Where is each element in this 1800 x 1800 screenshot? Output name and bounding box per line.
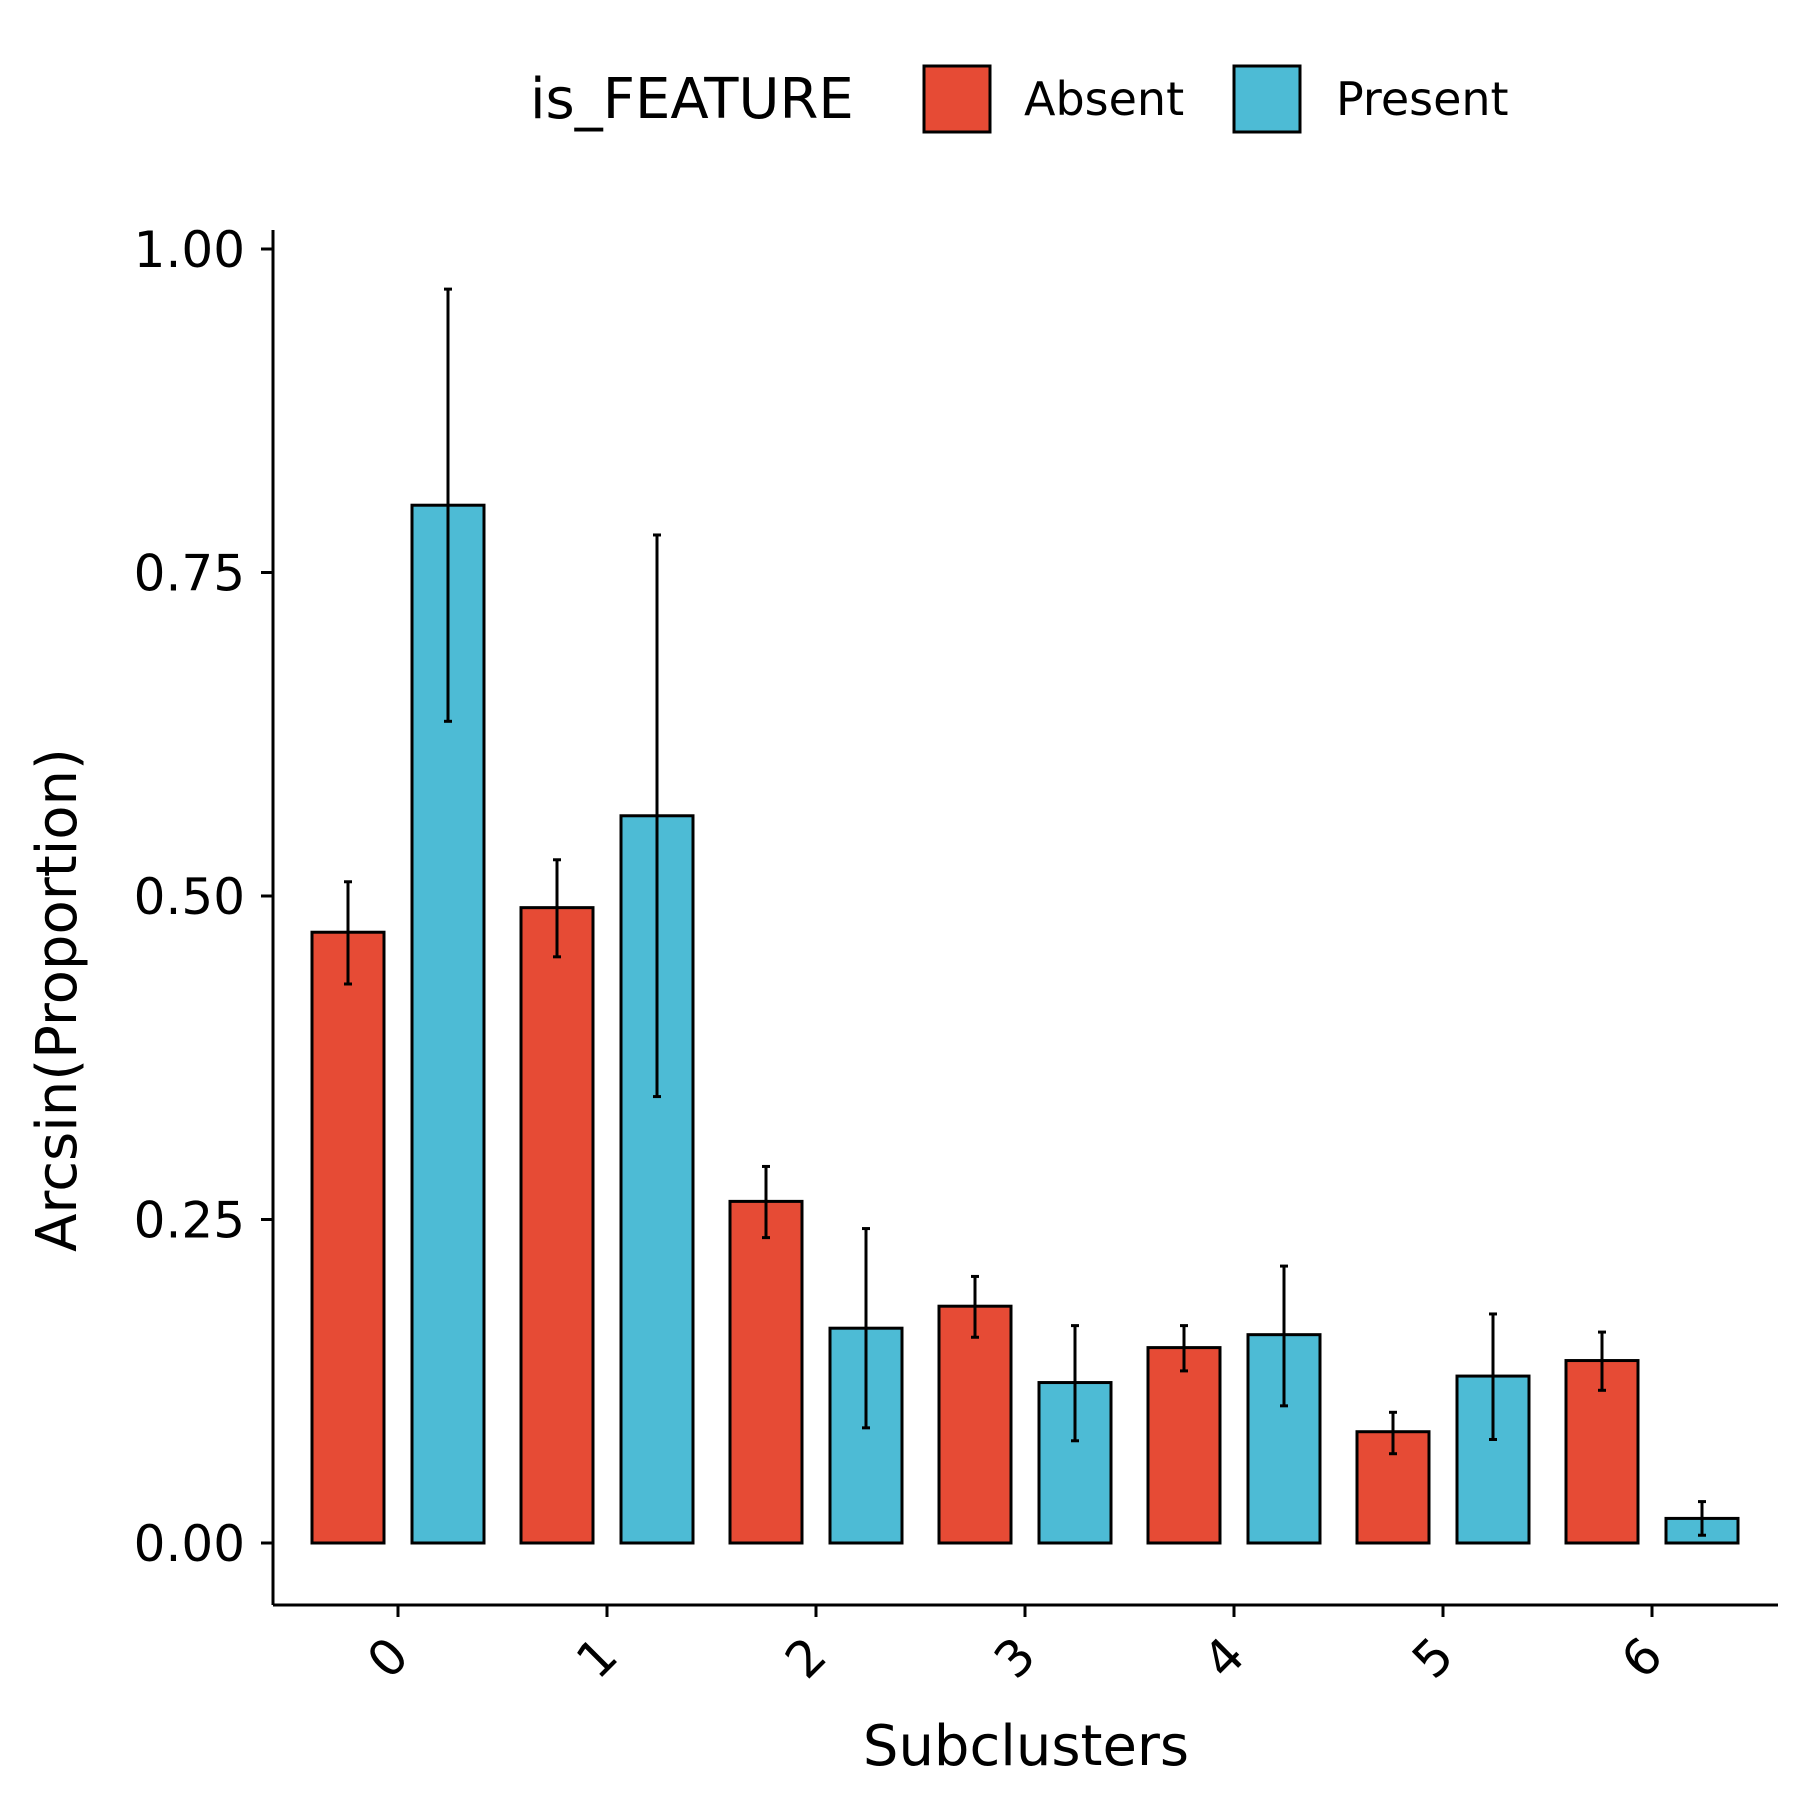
bar-absent-0 — [310, 930, 386, 1545]
legend-label-present: Present — [1336, 72, 1509, 126]
error-bar-absent-0 — [344, 880, 352, 986]
bar-absent-2 — [728, 1199, 804, 1545]
error-bar-present-4 — [1280, 1264, 1288, 1408]
x-axis: 0 1 2 3 4 5 6 — [273, 1603, 1778, 1690]
legend-swatch-absent — [922, 64, 992, 134]
error-bar-present-1 — [653, 533, 661, 1099]
error-bar-present-6 — [1698, 1500, 1706, 1537]
x-tick-label: 4 — [1192, 1626, 1256, 1690]
x-tick-label: 2 — [774, 1626, 838, 1690]
legend: is_FEATURE Absent Present — [530, 64, 1509, 134]
error-bar-present-3 — [1071, 1324, 1079, 1443]
y-tick-label: 0.00 — [134, 1515, 245, 1573]
y-tick-label: 1.00 — [134, 221, 245, 279]
bar-absent-5 — [1355, 1430, 1431, 1545]
error-bar-absent-6 — [1598, 1330, 1606, 1392]
y-tick-label: 0.75 — [134, 545, 245, 603]
x-tick-label: 3 — [983, 1626, 1047, 1690]
x-tick-label: 1 — [565, 1626, 629, 1690]
error-bar-absent-4 — [1180, 1324, 1188, 1373]
x-axis-ticks: 0 1 2 3 4 5 6 — [356, 1605, 1674, 1690]
bar-absent-4 — [1146, 1346, 1222, 1545]
x-axis-title: Subclusters — [863, 1714, 1189, 1779]
y-tick-label: 0.50 — [134, 868, 245, 926]
legend-swatch-present — [1232, 64, 1302, 134]
y-axis: 0.00 0.25 0.50 0.75 1.00 — [134, 221, 275, 1605]
x-tick-label: 0 — [356, 1626, 420, 1690]
error-bar-absent-3 — [971, 1274, 979, 1339]
error-bar-absent-1 — [553, 858, 561, 959]
y-axis-title: Arcsin(Proportion) — [25, 748, 90, 1252]
error-bars — [344, 287, 1706, 1537]
bar-absent-3 — [937, 1304, 1013, 1545]
x-tick-label: 6 — [1610, 1626, 1674, 1690]
bar-absent-1 — [519, 906, 595, 1545]
error-bar-present-0 — [444, 287, 452, 723]
legend-title: is_FEATURE — [530, 67, 854, 132]
bars — [310, 503, 1740, 1545]
y-axis-ticks: 0.00 0.25 0.50 0.75 1.00 — [134, 221, 273, 1573]
legend-label-absent: Absent — [1024, 72, 1184, 126]
error-bar-absent-2 — [762, 1164, 770, 1240]
error-bar-present-2 — [862, 1227, 870, 1430]
y-tick-label: 0.25 — [134, 1192, 245, 1250]
error-bar-absent-5 — [1389, 1410, 1397, 1456]
error-bar-present-5 — [1489, 1312, 1497, 1441]
x-tick-label: 5 — [1401, 1626, 1465, 1690]
